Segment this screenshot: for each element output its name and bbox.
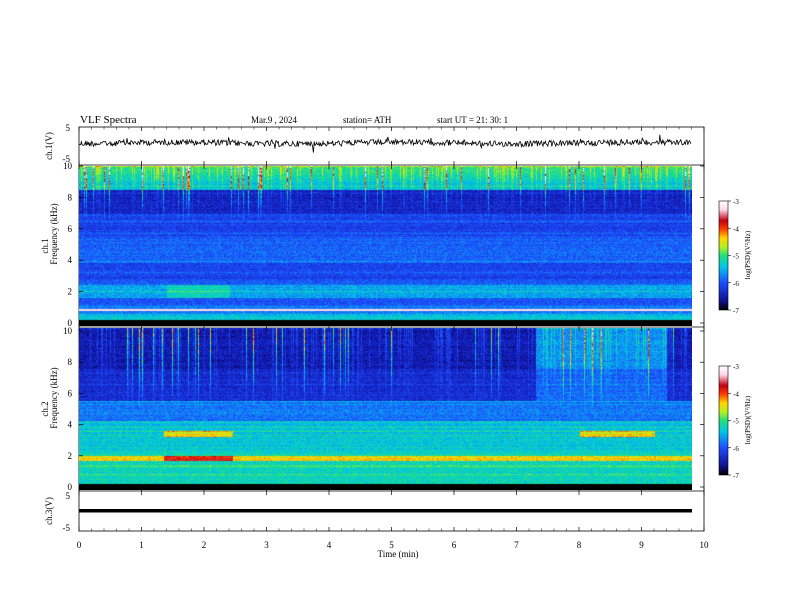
ch1-wave-ylabel: ch.1(V) — [44, 132, 54, 160]
x-tick-label: 5 — [389, 540, 394, 550]
ch2-spectrogram-panel: 10 8 6 4 2 0 ch.2 Frequency (kHz) — [40, 326, 704, 492]
colorbar-tick-label: -3 — [733, 363, 739, 371]
ch1-wave-tick-bottom: -5 — [63, 154, 71, 164]
figure-title: VLF Spectra — [80, 114, 137, 126]
colorbar-tick-label: -7 — [733, 307, 739, 315]
colorbar-ch1-label: log(PSD)(V²/Hz) — [744, 230, 752, 279]
x-axis-label: Time (min) — [378, 549, 419, 559]
ch1-wave-tick-top: 5 — [66, 123, 71, 133]
y-tick-label: 0 — [68, 318, 73, 328]
y-tick-label: 4 — [68, 420, 73, 430]
y-tick-label: 10 — [63, 161, 73, 171]
x-tick-label: 0 — [77, 540, 82, 550]
y-tick-label: 0 — [68, 482, 73, 492]
y-tick-label: 6 — [68, 224, 73, 234]
colorbar-ch1-ticks: -3 -4 -5 -6 -7 — [728, 198, 739, 315]
x-tick-label: 3 — [264, 540, 269, 550]
y-tick-label: 2 — [68, 451, 73, 461]
ch3-wave-tick-bottom: -5 — [63, 523, 71, 533]
ch2-spec-yticks: 10 8 6 4 2 0 — [63, 326, 704, 492]
ch2-spec-ylabel-line1: ch.2 — [40, 401, 50, 416]
colorbar-ch2-label: log(PSD)(V²/Hz) — [744, 395, 752, 444]
colorbar-ch2-ticks: -3 -4 -5 -6 -7 — [728, 363, 739, 480]
x-tick-label: 1 — [139, 540, 144, 550]
colorbar-ch1: -3 -4 -5 -6 -7 log(PSD)(V²/Hz) — [718, 198, 752, 315]
x-tick-label: 6 — [452, 540, 457, 550]
colorbar-tick-label: -3 — [733, 198, 739, 206]
colorbar-tick-label: -7 — [733, 472, 739, 480]
ch1-waveform-trace — [78, 134, 692, 153]
x-tick-label: 8 — [577, 540, 582, 550]
colorbar-tick-label: -5 — [733, 418, 739, 426]
colorbar-tick-label: -4 — [733, 225, 739, 233]
date-label: Mar.9 , 2024 — [251, 115, 297, 125]
y-tick-label: 4 — [68, 255, 73, 265]
x-tick-label: 7 — [514, 540, 519, 550]
colorbar-ch1-gradient — [718, 200, 729, 311]
ch1-spectrogram-panel: 10 8 6 4 2 0 ch.1 Frequency (kHz) — [40, 161, 704, 328]
ch1-spec-yticks: 10 8 6 4 2 0 — [63, 161, 704, 328]
start-ut-label: start UT = 21: 30: 1 — [437, 115, 508, 125]
x-tick-label: 10 — [700, 540, 710, 550]
y-tick-label: 10 — [63, 326, 73, 336]
ch3-wave-tick-top: 5 — [66, 491, 71, 501]
colorbar-tick-label: -5 — [733, 253, 739, 261]
x-axis-ticks: 0 1 2 3 4 5 6 7 8 9 10 — [77, 127, 709, 550]
ch1-spectrogram-image — [79, 166, 692, 326]
ch1-waveform-panel: 5 -5 ch.1(V) — [44, 123, 692, 164]
ch2-spectrogram-image — [79, 328, 692, 490]
x-tick-label: 2 — [202, 540, 207, 550]
y-tick-label: 6 — [68, 388, 73, 398]
y-tick-label: 2 — [68, 287, 73, 297]
ch3-wave-ylabel: ch.3(V) — [44, 497, 54, 525]
colorbar-tick-label: -6 — [733, 280, 739, 288]
colorbar-ch2: -3 -4 -5 -6 -7 log(PSD)(V²/Hz) — [718, 363, 752, 480]
ch3-waveform-panel: 5 -5 ch.3(V) — [44, 491, 692, 533]
ch1-spec-ylabel-line2: Frequency (kHz) — [49, 203, 59, 264]
y-tick-label: 8 — [68, 357, 73, 367]
station-label: station= ATH — [343, 115, 392, 125]
colorbar-ch2-gradient — [718, 365, 729, 476]
ch2-spec-ylabel-line2: Frequency (kHz) — [49, 367, 59, 428]
colorbar-tick-label: -6 — [733, 445, 739, 453]
y-tick-label: 8 — [68, 192, 73, 202]
ch3-waveform-trace — [79, 509, 692, 513]
colorbar-tick-label: -4 — [733, 390, 739, 398]
x-tick-label: 4 — [327, 540, 332, 550]
x-tick-label: 9 — [639, 540, 644, 550]
ch1-spec-ylabel-line1: ch.1 — [40, 238, 50, 253]
